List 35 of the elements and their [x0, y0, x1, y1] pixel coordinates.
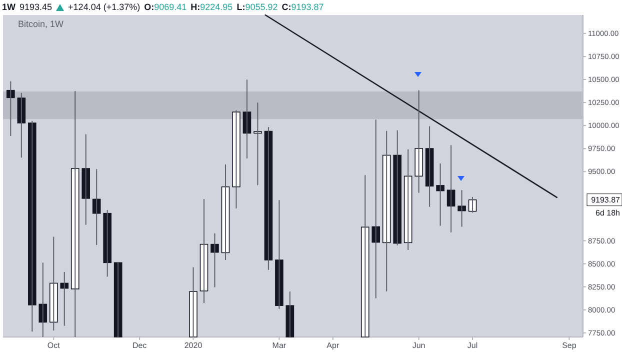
candlestick [49, 236, 58, 332]
text: H:9224.95 [190, 2, 233, 12]
text: +124.04 (+1.37%) [68, 1, 140, 13]
x-tick-label: 2020 [184, 341, 203, 350]
x-tick-label: Oct [47, 341, 61, 350]
text: 9193.87 [591, 196, 621, 205]
text: Bitcoin, 1W [18, 19, 64, 29]
x-tick-label: Jul [467, 341, 478, 350]
x-tick-label: Jun [412, 341, 426, 350]
candlestick [275, 200, 284, 310]
candlestick [458, 190, 466, 228]
text: 9193.45 [20, 1, 52, 13]
candlestick [103, 210, 112, 278]
candlestick [189, 266, 198, 338]
candlestick [436, 163, 444, 226]
text: C:9193.87 [282, 2, 324, 12]
candlestick [232, 110, 240, 209]
x-tick-label: Sep [562, 341, 577, 350]
text: O:9069.41 [144, 2, 187, 12]
x-tick-label: Mar [272, 341, 286, 350]
x-tick-label: Dec [132, 341, 147, 350]
candlestick [393, 130, 402, 246]
candlestick [70, 90, 80, 338]
candlestick [114, 262, 122, 338]
candlestick [38, 262, 48, 338]
x-tick-label: Apr [326, 341, 340, 350]
candlestick [28, 120, 36, 332]
chart-title: 1W [2, 1, 16, 13]
candlestick [82, 134, 90, 226]
candlestick [6, 80, 15, 136]
text: 6d 18h [596, 208, 620, 218]
text: L:9055.92 [236, 2, 278, 12]
candlestick [254, 102, 262, 186]
candlestick [360, 174, 370, 338]
candlestick [414, 90, 423, 194]
